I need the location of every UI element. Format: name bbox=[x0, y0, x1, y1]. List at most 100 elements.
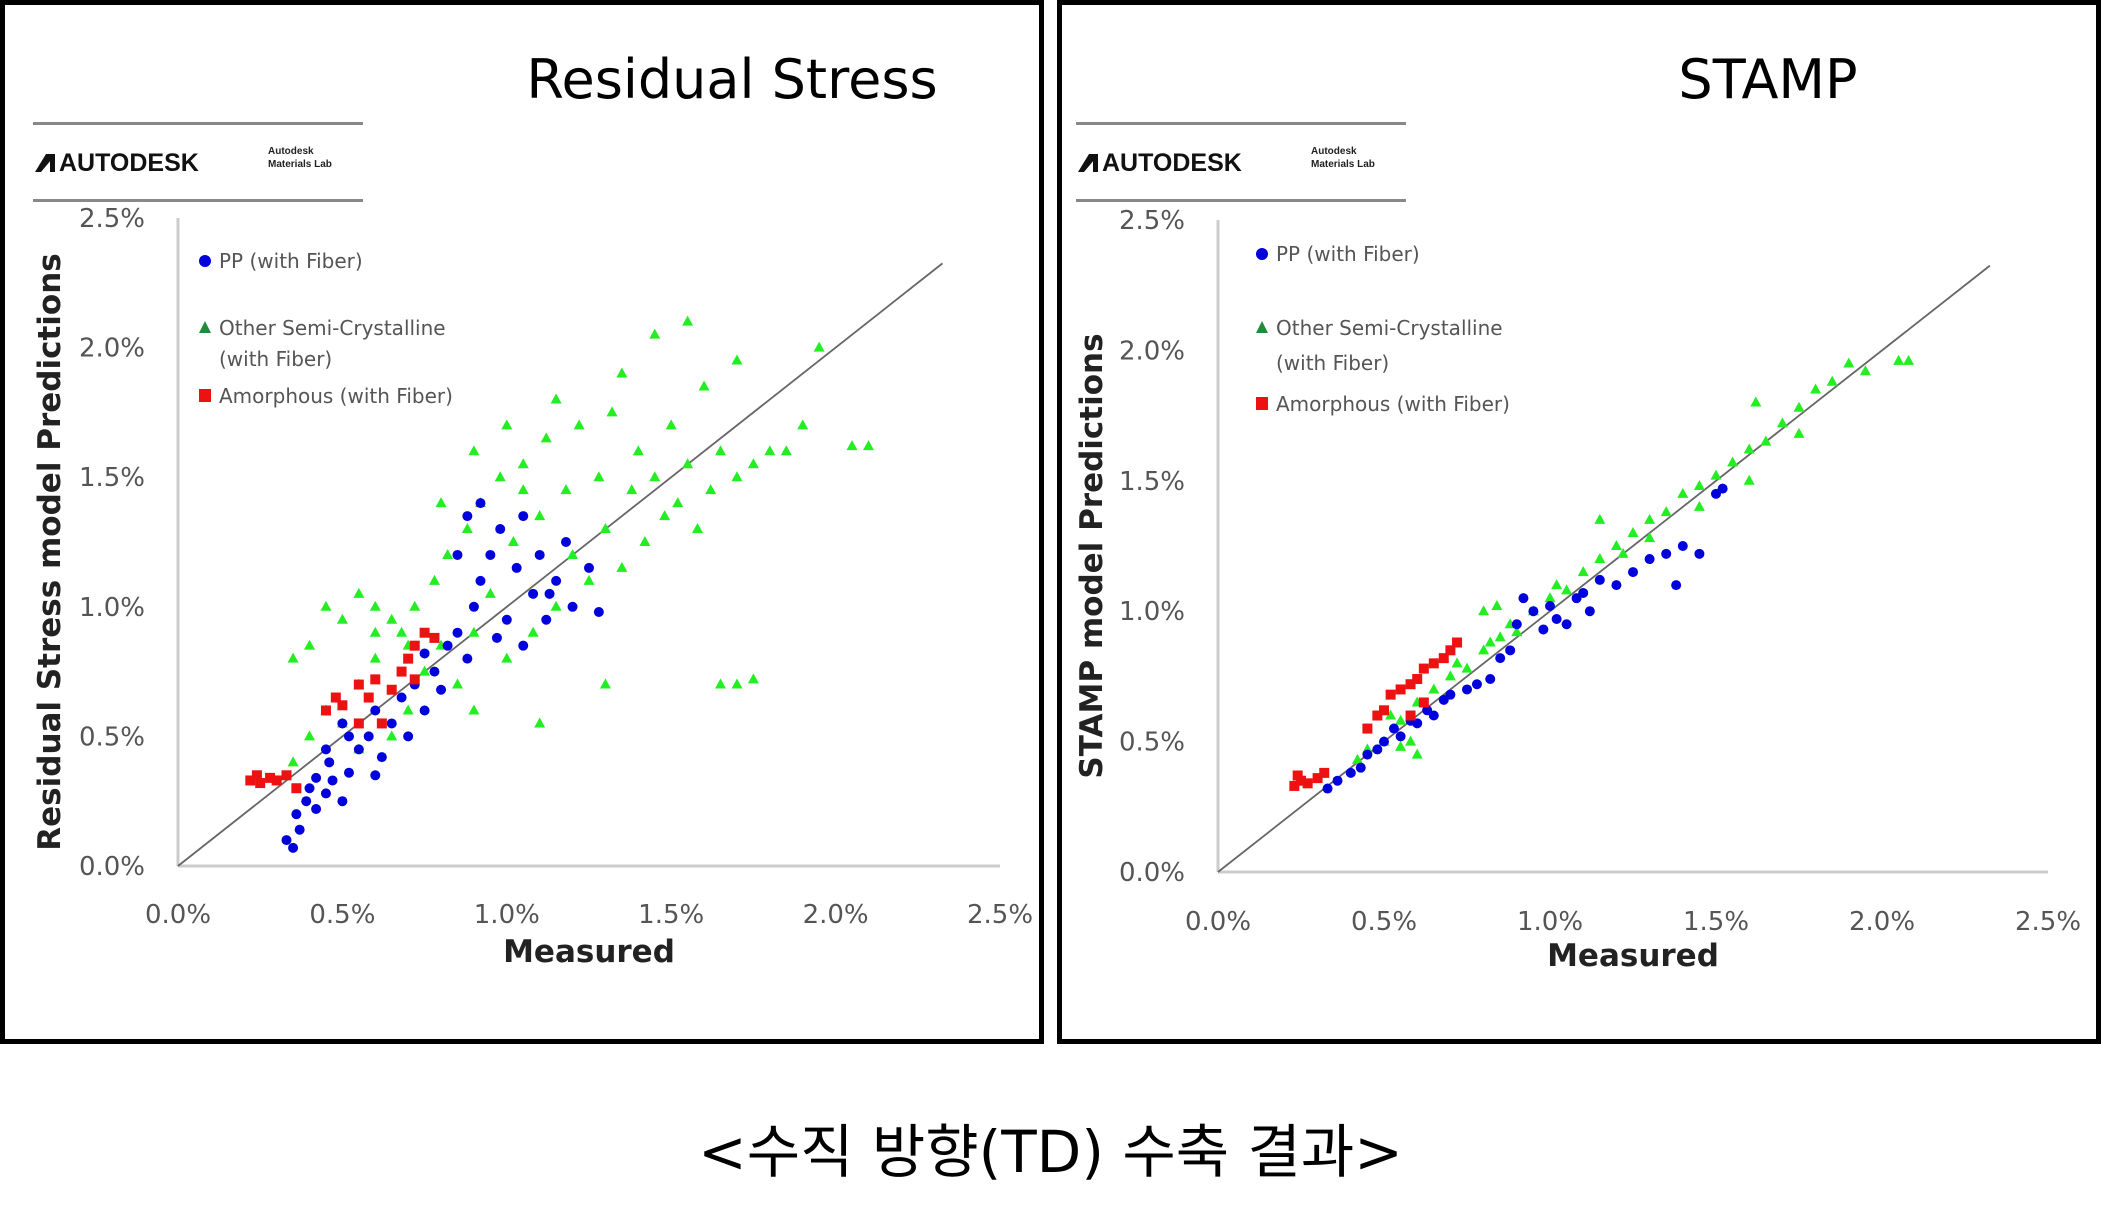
data-point-semi-crystalline bbox=[626, 484, 638, 495]
data-point-amorphous bbox=[1385, 689, 1396, 700]
data-point-semi-crystalline bbox=[698, 380, 710, 391]
data-point-semi-crystalline bbox=[468, 626, 480, 637]
x-tick-label: 2.5% bbox=[2015, 907, 2081, 937]
data-point-amorphous bbox=[386, 684, 397, 695]
data-point-pp bbox=[1355, 762, 1366, 773]
data-point-amorphous bbox=[337, 700, 348, 711]
legend-marker-semi-crystalline bbox=[199, 321, 211, 333]
x-tick-label: 0.0% bbox=[1185, 907, 1251, 937]
x-tick-label: 0.0% bbox=[145, 900, 211, 930]
data-point-pp bbox=[1372, 744, 1383, 755]
data-point-amorphous bbox=[429, 632, 440, 643]
data-point-semi-crystalline bbox=[583, 574, 595, 585]
data-point-semi-crystalline bbox=[442, 548, 454, 559]
data-point-pp bbox=[534, 549, 545, 560]
data-point-semi-crystalline bbox=[507, 536, 519, 546]
data-point-semi-crystalline bbox=[599, 678, 611, 689]
data-point-amorphous bbox=[1405, 679, 1416, 690]
data-point-pp bbox=[311, 803, 322, 814]
data-point-pp bbox=[281, 835, 292, 846]
data-point-semi-crystalline bbox=[287, 756, 299, 767]
data-point-semi-crystalline bbox=[1551, 579, 1563, 590]
data-point-semi-crystalline bbox=[304, 730, 316, 741]
data-point-pp bbox=[551, 575, 562, 586]
data-point-pp bbox=[1505, 645, 1516, 656]
data-point-semi-crystalline bbox=[1903, 354, 1915, 365]
data-point-semi-crystalline bbox=[1395, 740, 1407, 751]
x-tick-label: 0.5% bbox=[1351, 907, 1417, 937]
data-point-pp bbox=[1677, 541, 1688, 551]
data-point-semi-crystalline bbox=[692, 523, 704, 534]
x-axis-title: Measured bbox=[1547, 938, 1719, 974]
data-point-semi-crystalline bbox=[1810, 383, 1822, 394]
data-point-pp bbox=[1518, 593, 1529, 604]
data-point-semi-crystalline bbox=[494, 471, 506, 482]
legend-marker-amorphous bbox=[1256, 397, 1268, 410]
x-tick-label: 1.5% bbox=[638, 900, 704, 930]
data-point-semi-crystalline bbox=[1395, 714, 1407, 725]
data-point-semi-crystalline bbox=[1594, 553, 1606, 564]
data-point-semi-crystalline bbox=[1428, 683, 1440, 694]
data-point-semi-crystalline bbox=[1511, 626, 1523, 637]
logo-sub-line1: Autodesk bbox=[268, 146, 314, 157]
data-point-amorphous bbox=[1312, 773, 1323, 784]
data-point-pp bbox=[1594, 574, 1605, 585]
data-point-semi-crystalline bbox=[606, 406, 618, 417]
reference-line-y-equals-x bbox=[177, 262, 944, 867]
data-point-semi-crystalline bbox=[573, 419, 585, 430]
data-point-amorphous bbox=[1372, 710, 1383, 721]
data-point-pp bbox=[491, 632, 502, 643]
data-point-pp bbox=[1584, 606, 1595, 617]
data-point-semi-crystalline bbox=[715, 678, 727, 689]
data-point-amorphous bbox=[1362, 723, 1373, 734]
data-point-semi-crystalline bbox=[1793, 401, 1805, 412]
data-point-semi-crystalline bbox=[369, 600, 381, 611]
data-point-amorphous bbox=[1412, 674, 1423, 685]
data-point-semi-crystalline bbox=[599, 523, 611, 534]
data-point-semi-crystalline bbox=[304, 639, 316, 650]
data-point-pp bbox=[442, 640, 453, 651]
data-point-amorphous bbox=[271, 775, 282, 786]
legend-label-amorphous: Amorphous (with Fiber) bbox=[219, 384, 453, 408]
data-point-pp bbox=[436, 684, 447, 695]
data-point-pp bbox=[429, 666, 440, 677]
data-point-semi-crystalline bbox=[1491, 599, 1503, 610]
x-tick-label: 2.0% bbox=[803, 900, 869, 930]
data-point-pp bbox=[363, 731, 374, 742]
y-tick-label: 0.5% bbox=[79, 722, 145, 752]
data-point-semi-crystalline bbox=[1859, 365, 1871, 376]
data-point-amorphous bbox=[1319, 767, 1330, 778]
data-point-semi-crystalline bbox=[715, 445, 727, 456]
y-tick-label: 0.0% bbox=[79, 852, 145, 882]
data-point-pp bbox=[495, 524, 506, 535]
data-point-pp bbox=[396, 692, 407, 703]
data-point-pp bbox=[337, 796, 348, 807]
legend-marker-amorphous bbox=[199, 389, 211, 402]
logo-sub-line1: Autodesk bbox=[1311, 146, 1357, 157]
data-point-pp bbox=[291, 809, 302, 820]
data-point-semi-crystalline bbox=[1494, 631, 1506, 642]
data-point-pp bbox=[1538, 624, 1549, 635]
data-point-semi-crystalline bbox=[797, 419, 809, 430]
data-point-pp bbox=[294, 824, 305, 835]
data-point-semi-crystalline bbox=[1627, 526, 1639, 537]
data-point-amorphous bbox=[1405, 710, 1416, 721]
figure-caption: <수직 방향(TD) 수축 결과> bbox=[698, 1118, 1403, 1186]
data-point-pp bbox=[584, 562, 594, 573]
logo-sub-line2: Materials Lab bbox=[1311, 159, 1375, 170]
data-point-pp bbox=[1428, 710, 1439, 721]
data-point-pp bbox=[1644, 554, 1655, 565]
data-point-pp bbox=[593, 606, 604, 617]
data-point-amorphous bbox=[376, 718, 387, 729]
data-point-semi-crystalline bbox=[451, 678, 463, 689]
data-point-pp bbox=[301, 796, 312, 807]
y-tick-label: 1.5% bbox=[1119, 467, 1185, 497]
data-point-amorphous bbox=[245, 775, 256, 786]
data-point-semi-crystalline bbox=[386, 613, 398, 624]
data-point-semi-crystalline bbox=[862, 440, 874, 451]
data-point-pp bbox=[1332, 775, 1343, 786]
data-point-semi-crystalline bbox=[682, 315, 694, 326]
y-axis-title: STAMP model Predictions bbox=[1074, 333, 1110, 778]
data-point-semi-crystalline bbox=[534, 510, 546, 521]
data-point-semi-crystalline bbox=[1893, 354, 1905, 365]
